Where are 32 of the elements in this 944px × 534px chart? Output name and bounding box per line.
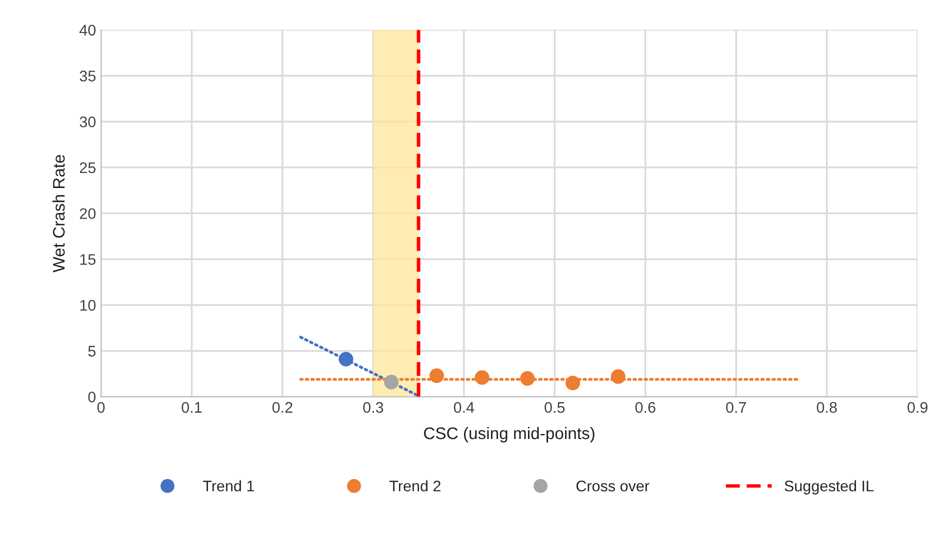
point bbox=[474, 370, 490, 385]
legend-label: Trend 1 bbox=[202, 480, 254, 492]
legend-label: Trend 2 bbox=[389, 480, 440, 492]
x-tick-label: 0.2 bbox=[272, 402, 292, 413]
y-tick-label: 5 bbox=[88, 346, 96, 357]
y-tick-label: 30 bbox=[80, 116, 96, 128]
y-tick-label: 25 bbox=[80, 162, 96, 174]
point bbox=[429, 368, 444, 383]
x-tick-label: 0.5 bbox=[544, 402, 565, 413]
legend-label: Suggested IL bbox=[784, 480, 874, 494]
y-tick-label: 35 bbox=[80, 70, 96, 82]
x-tick-label: 0.4 bbox=[454, 402, 474, 413]
x-tick-label: 0.1 bbox=[182, 402, 202, 413]
x-tick-label: 0.3 bbox=[363, 402, 384, 413]
y-tick-label: 20 bbox=[80, 208, 96, 220]
point bbox=[384, 374, 399, 390]
point bbox=[610, 369, 626, 384]
x-tick-label: 0.6 bbox=[635, 402, 656, 413]
point bbox=[520, 371, 535, 386]
y-tick-label: 10 bbox=[80, 300, 96, 311]
point bbox=[338, 352, 354, 366]
y-axis-title: Wet Crash Rate bbox=[52, 154, 65, 272]
x-axis-title: CSC (using mid-points) bbox=[424, 426, 594, 443]
legend-label: Cross over bbox=[576, 480, 650, 492]
y-tick-label: 40 bbox=[80, 24, 96, 36]
point bbox=[566, 376, 580, 390]
x-tick-label: 0.8 bbox=[816, 402, 837, 413]
x-tick-label: 0.7 bbox=[726, 402, 746, 413]
x-tick-label: 0 bbox=[97, 402, 105, 413]
y-tick-label: 0 bbox=[88, 392, 96, 402]
x-tick-label: 0.9 bbox=[908, 402, 928, 413]
y-tick-label: 15 bbox=[80, 254, 96, 265]
